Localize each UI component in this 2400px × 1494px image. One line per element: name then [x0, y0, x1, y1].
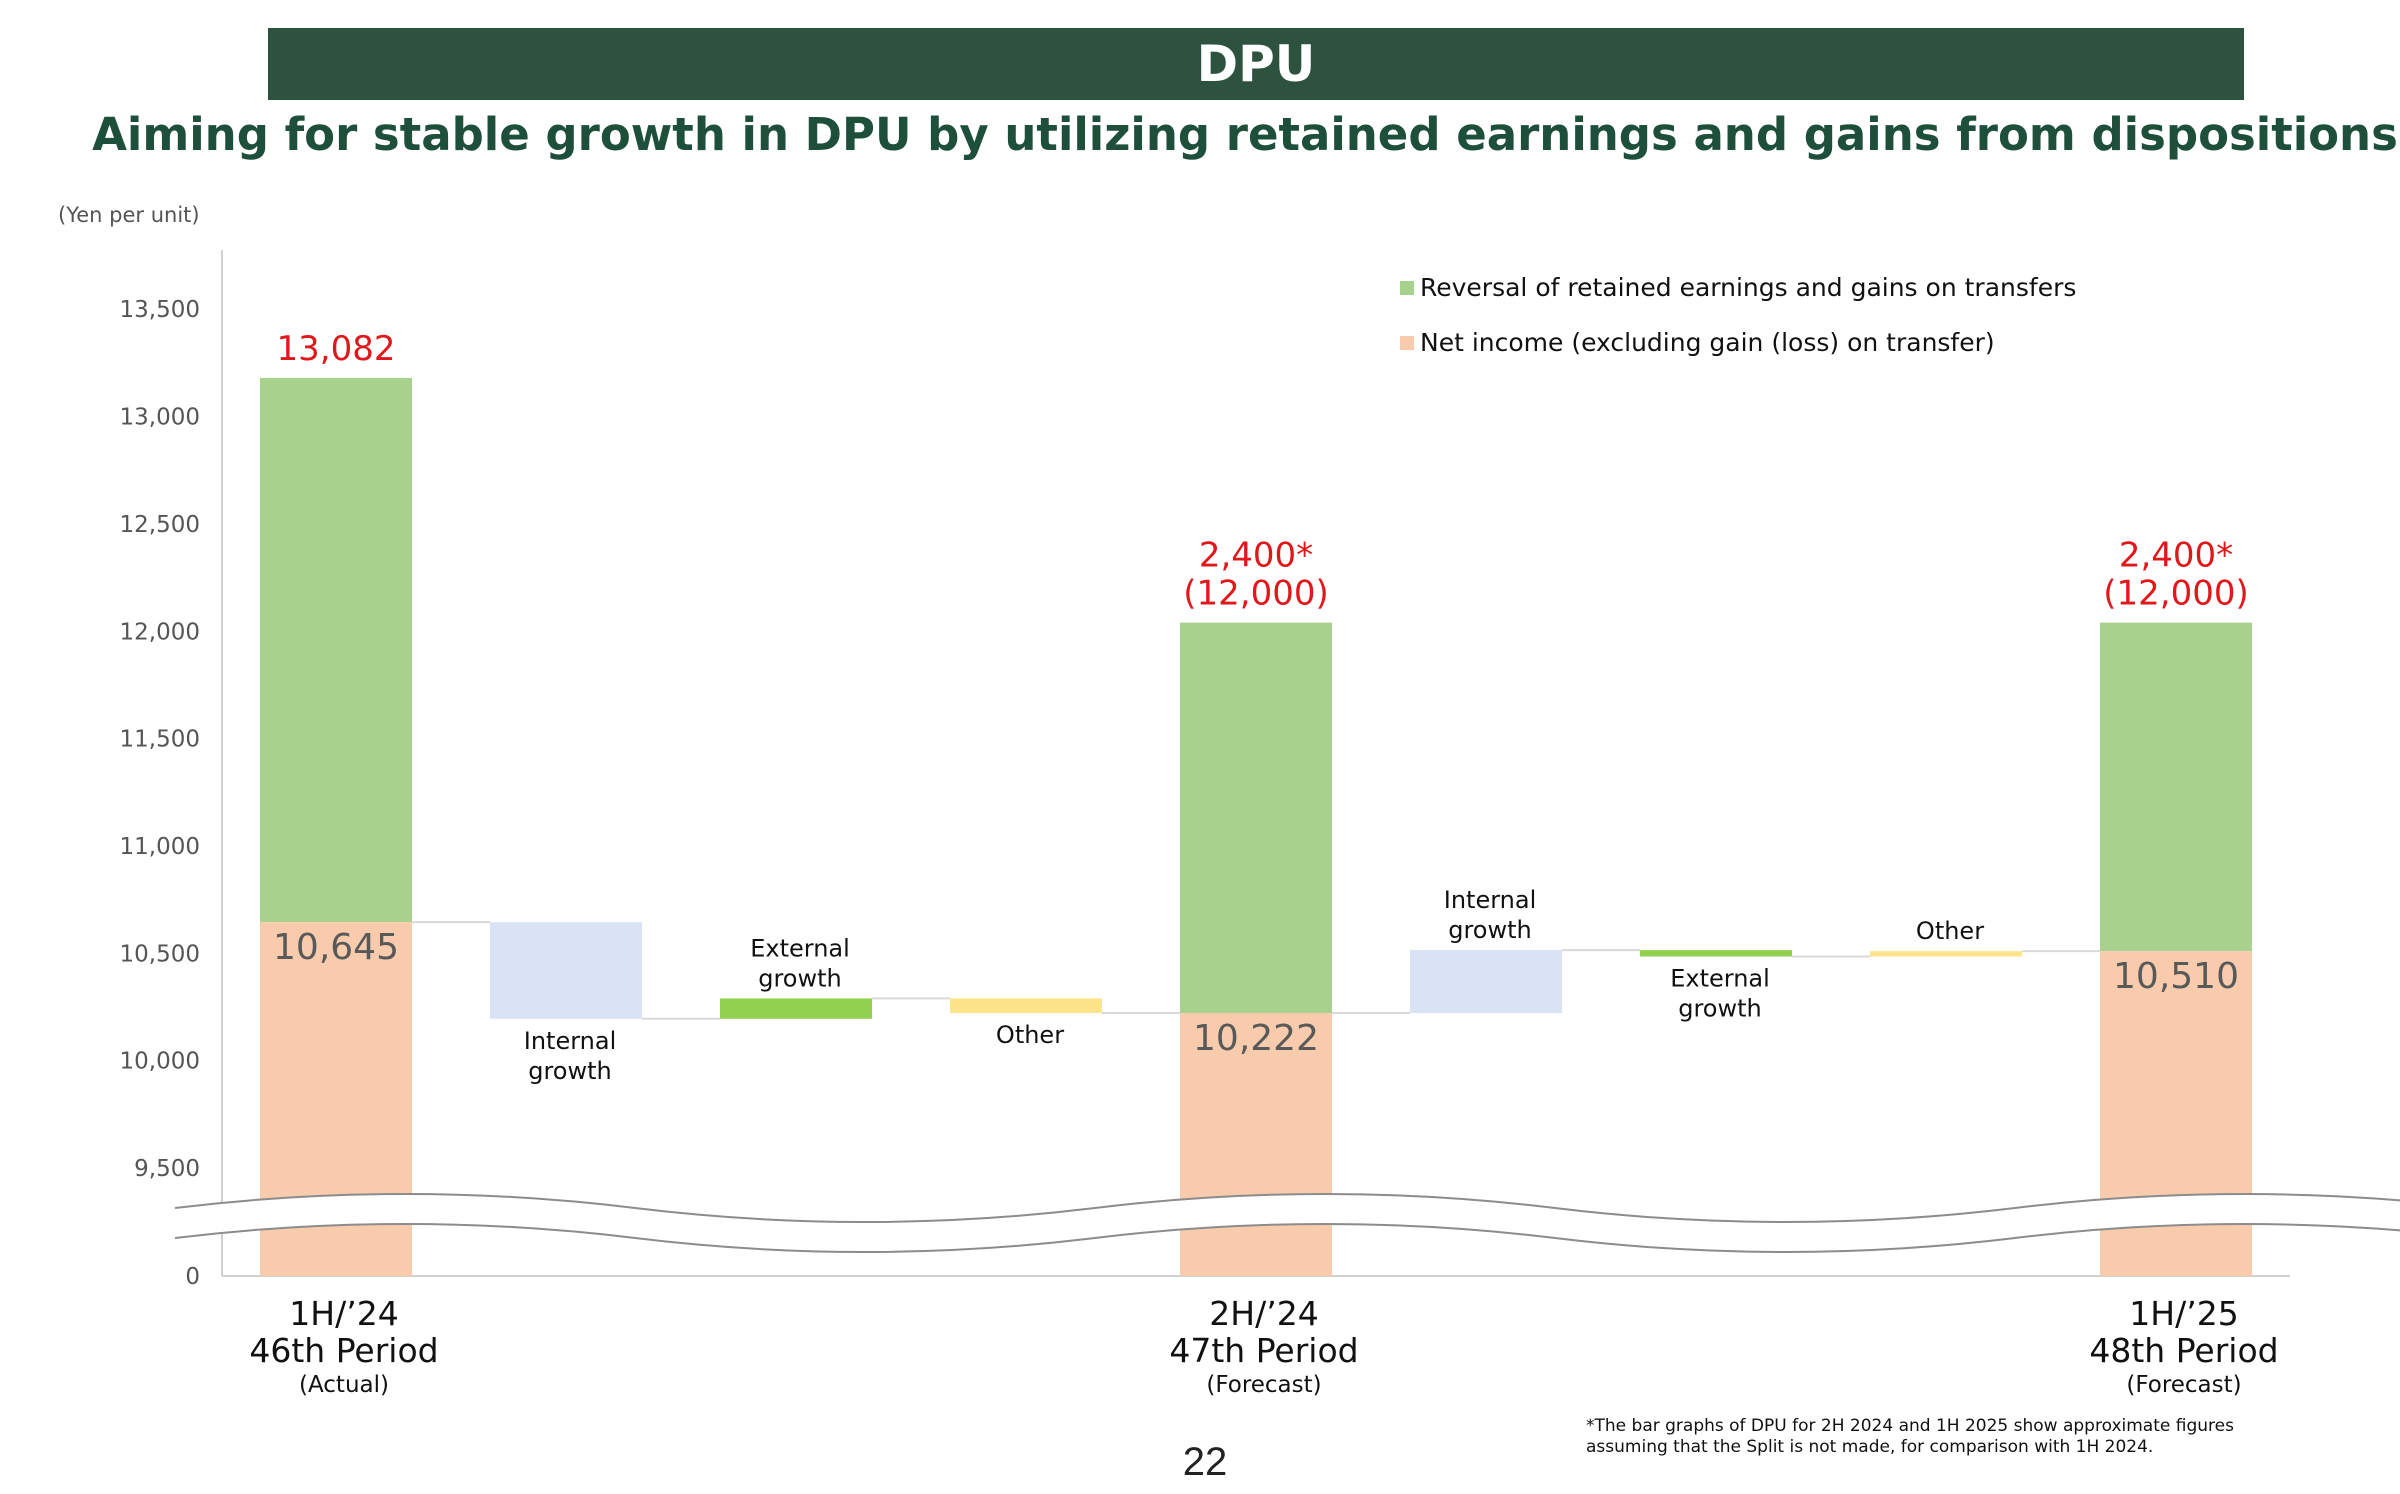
- step-label: Internal: [1444, 886, 1537, 914]
- total-label: (12,000): [2103, 574, 2249, 614]
- step-label: External: [1670, 965, 1770, 993]
- bar-retained-earnings: [1180, 622, 1332, 1013]
- total-label: 2,400*: [2119, 536, 2233, 576]
- waterfall-step-bar: [490, 922, 642, 1019]
- y-tick-label: 11,500: [120, 727, 200, 753]
- waterfall-step-bar: [1640, 950, 1792, 957]
- y-unit-label: (Yen per unit): [58, 203, 200, 227]
- x-category-label: 48th Period: [2089, 1331, 2278, 1370]
- banner-title: DPU: [268, 28, 2244, 100]
- x-category-note: (Actual): [299, 1372, 389, 1398]
- footnote-line: assuming that the Split is not made, for…: [1586, 1437, 2154, 1457]
- waterfall-step-bar: [1410, 950, 1562, 1013]
- y-tick-label: 10,500: [120, 941, 200, 967]
- bar-retained-earnings: [2100, 622, 2252, 952]
- x-category-label: 47th Period: [1169, 1331, 1358, 1370]
- axis-break-line: [174, 1223, 2400, 1253]
- net-income-label: 10,222: [1193, 1018, 1319, 1059]
- x-category-note: (Forecast): [2126, 1372, 2241, 1398]
- legend-label: Net income (excluding gain (loss) on tra…: [1420, 328, 1995, 357]
- x-category-note: (Forecast): [1206, 1372, 1321, 1398]
- net-income-label: 10,645: [273, 927, 399, 968]
- total-label: 2,400*: [1199, 536, 1313, 576]
- axis-break-line: [174, 1193, 2400, 1223]
- x-category-label: 2H/’24: [1209, 1294, 1318, 1333]
- bar-net-income: [1180, 1012, 1332, 1276]
- step-label: Internal: [524, 1027, 617, 1055]
- legend-swatch: [1400, 336, 1414, 350]
- y-tick-label: 13,000: [120, 405, 200, 431]
- footnote: *The bar graphs of DPU for 2H 2024 and 1…: [1586, 1416, 2386, 1458]
- y-tick-label: 0: [185, 1264, 200, 1290]
- step-label: growth: [1678, 995, 1762, 1023]
- y-tick-label: 12,000: [120, 619, 200, 645]
- legend-swatch: [1400, 281, 1414, 295]
- y-tick-label: 13,500: [120, 297, 200, 323]
- y-tick-label: 11,000: [120, 834, 200, 860]
- waterfall-step-bar: [1870, 951, 2022, 957]
- waterfall-step-bar: [720, 998, 872, 1019]
- total-label: 13,082: [277, 329, 396, 369]
- chart-subtitle: Aiming for stable growth in DPU by utili…: [92, 108, 2398, 161]
- legend-label: Reversal of retained earnings and gains …: [1420, 273, 2076, 302]
- step-label: growth: [1448, 916, 1532, 944]
- step-label: Other: [996, 1021, 1064, 1049]
- step-label: growth: [758, 964, 842, 992]
- x-category-label: 1H/’24: [289, 1294, 398, 1333]
- step-label: growth: [528, 1057, 612, 1085]
- y-tick-label: 12,500: [120, 512, 200, 538]
- bar-retained-earnings: [260, 377, 412, 923]
- x-category-label: 46th Period: [249, 1331, 438, 1370]
- y-tick-label: 10,000: [120, 1049, 200, 1075]
- footnote-line: *The bar graphs of DPU for 2H 2024 and 1…: [1586, 1416, 2234, 1436]
- net-income-label: 10,510: [2113, 956, 2239, 997]
- x-category-label: 1H/’25: [2129, 1294, 2238, 1333]
- y-tick-label: 9,500: [134, 1156, 200, 1182]
- axis-break-band: [173, 1194, 2400, 1252]
- step-label: Other: [1916, 917, 1984, 945]
- waterfall-step-bar: [950, 998, 1102, 1013]
- page-number: 22: [1182, 1440, 1228, 1484]
- total-label: (12,000): [1183, 574, 1329, 614]
- step-label: External: [750, 934, 850, 962]
